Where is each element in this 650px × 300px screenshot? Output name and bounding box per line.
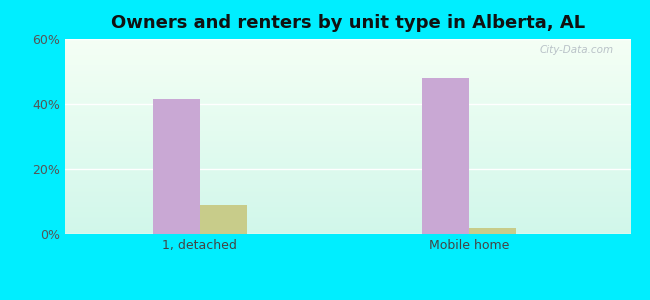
Bar [469, 227, 516, 234]
Text: City-Data.com: City-Data.com [540, 45, 614, 55]
Title: Owners and renters by unit type in Alberta, AL: Owners and renters by unit type in Alber… [111, 14, 585, 32]
Legend: Owner occupied units, Renter occupied units: Owner occupied units, Renter occupied un… [175, 298, 521, 300]
Bar [200, 205, 247, 234]
Bar [422, 78, 469, 234]
Bar [153, 99, 200, 234]
